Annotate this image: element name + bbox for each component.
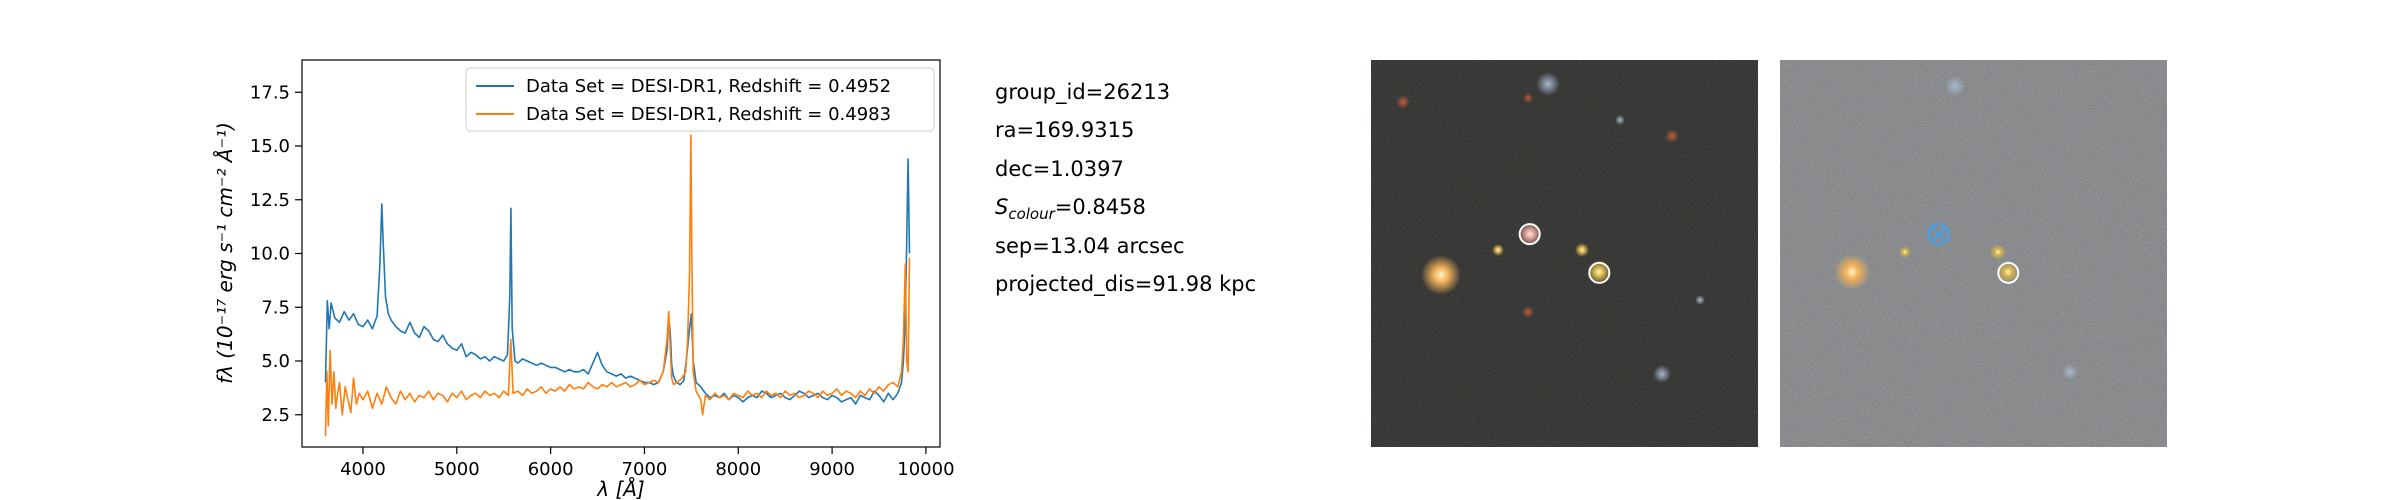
legend: Data Set = DESI-DR1, Redshift = 0.4952 D…	[465, 67, 935, 132]
x-tick-label-6000: 6000	[528, 459, 574, 480]
source-cross-marker-ring	[1927, 222, 1950, 246]
y-tick-label-10: 10.0	[250, 244, 290, 265]
left-pink-galaxy	[1518, 222, 1542, 246]
s-colour-value: =0.8458	[1055, 195, 1146, 219]
spectrum-chart: 4000 5000 6000 7000 8000 9000 10000 2.5 5.0 7.5 1…	[213, 59, 955, 500]
right-companion-galaxy	[1990, 244, 2006, 260]
x-tick-label-8000: 8000	[715, 459, 761, 480]
left-faint-blue-1	[1615, 115, 1625, 125]
y-axis-label: fλ (10⁻¹⁷ erg s⁻¹ cm⁻² Å⁻¹)	[213, 122, 237, 384]
s-colour-symbol: S	[995, 195, 1008, 219]
left-red-source-1	[1665, 129, 1679, 143]
legend-label-series-1: Data Set = DESI-DR1, Redshift = 0.4952	[526, 76, 891, 97]
right-bright-galaxy	[1834, 254, 1870, 290]
x-tick-label-5000: 5000	[434, 459, 480, 480]
left-blue-star-top	[1536, 72, 1560, 96]
left-companion-galaxy	[1575, 243, 1589, 257]
series-line-2	[324, 134, 911, 437]
group-id-text: group_id=26213	[995, 80, 1170, 105]
y-tick-label-12-5: 12.5	[250, 190, 290, 211]
y-tick-label-5: 5.0	[261, 351, 290, 372]
right-sky-image	[1780, 60, 2167, 447]
source-circle-3	[1997, 261, 2020, 284]
left-image-noise	[1371, 60, 1758, 447]
ra-text: ra=169.9315	[995, 118, 1134, 142]
y-axis-ticks: 2.5 5.0 7.5 10.0 12.5 15.0 17.5	[250, 82, 302, 426]
right-image-markers	[1927, 222, 2020, 284]
x-axis-ticks: 4000 5000 6000 7000 8000 9000 10000	[340, 447, 955, 480]
source-circle-1	[1518, 223, 1541, 246]
left-faint-source	[1492, 244, 1504, 256]
x-tick-label-9000: 9000	[809, 459, 855, 480]
sep-text: sep=13.04 arcsec	[995, 234, 1185, 258]
right-blue-star-bottom	[2062, 364, 2078, 380]
right-image-noise	[1780, 60, 2167, 447]
legend-box	[465, 67, 935, 132]
source-circle-2	[1588, 261, 1611, 284]
left-red-source-3	[1522, 306, 1534, 318]
projected-dis-text: projected_dis=91.98 kpc	[995, 272, 1256, 297]
left-faint-blue-2	[1695, 295, 1705, 305]
x-tick-label-4000: 4000	[340, 459, 386, 480]
right-blue-star-top	[1945, 76, 1965, 96]
x-tick-label-7000: 7000	[622, 459, 668, 480]
s-colour-subscript: colour	[1008, 205, 1055, 223]
y-tick-label-7-5: 7.5	[261, 297, 290, 318]
x-tick-label-10000: 10000	[897, 459, 954, 480]
series-layer	[324, 134, 911, 437]
y-tick-label-2-5: 2.5	[261, 405, 290, 426]
left-sky-image	[1371, 60, 1758, 447]
left-blue-star-bottom	[1653, 365, 1671, 383]
y-tick-label-15: 15.0	[250, 136, 290, 157]
info-panel: group_id=26213 ra=169.9315 dec=1.0397 Sc…	[995, 80, 1256, 297]
y-tick-label-17-5: 17.5	[250, 82, 290, 103]
left-bright-galaxy	[1421, 255, 1461, 295]
source-cross-marker-cross-b	[1930, 226, 1947, 243]
x-axis-label: λ [Å]	[596, 477, 644, 500]
left-red-source-4	[1523, 93, 1533, 103]
left-image-markers	[1518, 223, 1611, 284]
right-faint-source	[1899, 246, 1911, 258]
left-red-source-2	[1396, 95, 1410, 109]
right-target-galaxy	[1997, 261, 2019, 283]
dec-text: dec=1.0397	[995, 157, 1124, 181]
legend-label-series-2: Data Set = DESI-DR1, Redshift = 0.4983	[526, 104, 891, 125]
s-colour-text: Scolour=0.8458	[995, 195, 1146, 223]
